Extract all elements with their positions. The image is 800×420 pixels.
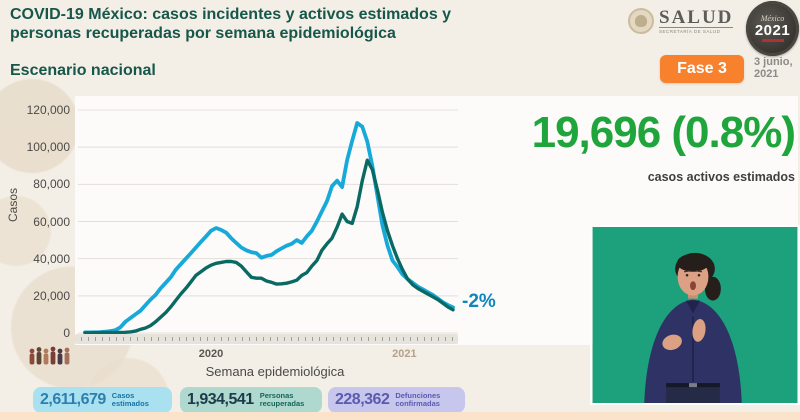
stat-label: Defunciones confirmadas	[395, 391, 441, 408]
stat-defunciones-confirmadas: 228,362 Defunciones confirmadas	[328, 387, 465, 413]
sign-language-interpreter-video	[592, 227, 798, 403]
date-label: 3 junio, 2021	[754, 56, 793, 80]
cases-line-chart	[78, 109, 458, 335]
phase-badge: Fase 3	[660, 55, 744, 83]
trend-annotation: -2%	[462, 291, 496, 312]
stat-personas-recuperadas: 1,934,541 Personas recuperadas	[180, 387, 322, 413]
scenario-subtitle: Escenario nacional	[10, 62, 156, 79]
page-title-line1: COVID-19 México: casos incidentes y acti…	[10, 6, 452, 23]
mexico-2021-medallion: México 2021	[746, 1, 799, 56]
active-cases-kpi-label: casos activos estimados	[647, 170, 795, 184]
salud-seal-icon	[628, 8, 654, 34]
salud-logo-text: SALUD	[659, 6, 734, 28]
y-axis-tick-labels: 120,000 100,000 80,000 60,000 40,000 20,000 0	[26, 103, 70, 340]
page-title: COVID-19 México: casos incidentes y acti…	[10, 5, 640, 43]
mexico-badge-year: 2021	[754, 22, 791, 39]
interpreter-figure	[644, 252, 742, 403]
salud-logo: SALUD SECRETARÍA DE SALUD	[628, 6, 734, 34]
salud-logo-subtext: SECRETARÍA DE SALUD	[659, 26, 734, 34]
stat-label: Casos estimados	[111, 391, 149, 408]
x-axis-title: Semana epidemiológica	[205, 364, 345, 379]
stat-value: 1,934,541	[187, 391, 254, 408]
mexico-badge-script: México	[760, 14, 785, 23]
stat-value: 228,362	[335, 391, 390, 408]
x-axis-band	[75, 334, 458, 344]
page-title-line2: personas recuperadas por semana epidemio…	[10, 25, 396, 42]
stat-casos-estimados: 2,611,679 Casos estimados	[33, 387, 172, 413]
stat-label: Personas recuperadas	[259, 391, 305, 408]
active-cases-kpi-value: 19,696 (0.8%)	[531, 108, 796, 157]
bottom-accent-strip	[0, 412, 800, 420]
people-group-icon	[29, 346, 70, 365]
mexico-badge-red-band	[761, 39, 784, 42]
stat-value: 2,611,679	[40, 391, 106, 408]
